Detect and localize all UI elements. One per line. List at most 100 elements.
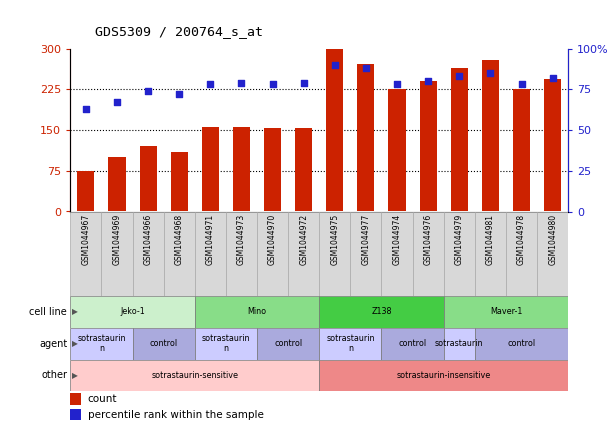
Text: GSM1044972: GSM1044972 (299, 214, 308, 265)
Bar (170, 152, 188, 212)
Bar (320, 360, 568, 391)
Point (299, 80, 309, 86)
Bar (320, 212, 350, 296)
Text: control: control (508, 339, 536, 348)
Bar (482, 60, 499, 212)
Bar (475, 328, 568, 360)
Bar (320, 296, 444, 328)
Bar (70, 212, 101, 296)
Text: GSM1044976: GSM1044976 (423, 214, 433, 265)
Text: GDS5309 / 200764_s_at: GDS5309 / 200764_s_at (95, 25, 263, 38)
Bar (295, 129, 312, 212)
Point (361, 65, 371, 71)
Bar (233, 127, 250, 212)
Text: Jeko-1: Jeko-1 (120, 308, 145, 316)
Point (486, 70, 496, 77)
Bar (264, 129, 281, 212)
Bar (101, 212, 133, 296)
Bar (139, 146, 156, 212)
Bar (420, 81, 437, 212)
Bar (381, 328, 444, 360)
Bar (451, 68, 468, 212)
Bar (226, 212, 257, 296)
Point (423, 78, 433, 85)
Text: sotrastaurin: sotrastaurin (435, 339, 483, 348)
Text: sotrastaurin-sensitive: sotrastaurin-sensitive (152, 371, 238, 380)
Bar (70, 409, 81, 420)
Bar (444, 296, 568, 328)
Point (548, 74, 558, 81)
Text: control: control (274, 339, 302, 348)
Text: ▶: ▶ (72, 339, 78, 348)
Text: agent: agent (39, 339, 67, 349)
Point (205, 81, 215, 88)
Text: GSM1044967: GSM1044967 (81, 214, 90, 265)
Bar (537, 212, 568, 296)
Bar (195, 296, 320, 328)
Text: control: control (398, 339, 426, 348)
Point (268, 81, 277, 88)
Text: GSM1044981: GSM1044981 (486, 214, 495, 265)
Bar (195, 212, 226, 296)
Text: control: control (150, 339, 178, 348)
Point (330, 62, 340, 69)
Text: count: count (88, 394, 117, 404)
Bar (133, 328, 195, 360)
Text: Mino: Mino (247, 308, 266, 316)
Bar (70, 393, 81, 404)
Text: GSM1044979: GSM1044979 (455, 214, 464, 265)
Bar (513, 89, 530, 212)
Bar (133, 212, 164, 296)
Bar (381, 212, 412, 296)
Bar (506, 212, 537, 296)
Bar (77, 171, 94, 212)
Text: ▶: ▶ (72, 308, 78, 316)
Text: sotrastaurin-insensitive: sotrastaurin-insensitive (397, 371, 491, 380)
Text: sotrastaurin
n: sotrastaurin n (202, 334, 250, 353)
Text: GSM1044968: GSM1044968 (175, 214, 184, 265)
Point (455, 73, 464, 80)
Text: GSM1044980: GSM1044980 (548, 214, 557, 265)
Bar (444, 212, 475, 296)
Text: Maver-1: Maver-1 (490, 308, 522, 316)
Bar (475, 212, 506, 296)
Point (517, 81, 527, 88)
Bar (108, 157, 125, 212)
Text: sotrastaurin
n: sotrastaurin n (77, 334, 126, 353)
Text: GSM1044970: GSM1044970 (268, 214, 277, 265)
Text: ▶: ▶ (72, 371, 78, 380)
Text: GSM1044977: GSM1044977 (362, 214, 370, 265)
Bar (257, 328, 320, 360)
Text: GSM1044974: GSM1044974 (392, 214, 401, 265)
Text: GSM1044971: GSM1044971 (206, 214, 215, 265)
Text: GSM1044969: GSM1044969 (112, 214, 122, 265)
Text: sotrastaurin
n: sotrastaurin n (326, 334, 375, 353)
Bar (70, 360, 320, 391)
Bar (389, 89, 406, 212)
Point (81, 105, 90, 112)
Point (174, 91, 184, 98)
Text: GSM1044978: GSM1044978 (517, 214, 526, 265)
Text: GSM1044973: GSM1044973 (237, 214, 246, 265)
Bar (412, 212, 444, 296)
Bar (288, 212, 320, 296)
Point (236, 80, 246, 86)
Text: percentile rank within the sample: percentile rank within the sample (88, 410, 263, 420)
Bar (202, 127, 219, 212)
Text: other: other (41, 371, 67, 380)
Bar (444, 328, 475, 360)
Bar (195, 328, 257, 360)
Bar (544, 79, 562, 212)
Text: cell line: cell line (29, 307, 67, 317)
Bar (350, 212, 381, 296)
Bar (164, 212, 195, 296)
Bar (257, 212, 288, 296)
Bar (326, 49, 343, 212)
Bar (320, 328, 381, 360)
Point (143, 88, 153, 94)
Text: GSM1044966: GSM1044966 (144, 214, 153, 265)
Text: Z138: Z138 (371, 308, 392, 316)
Point (392, 81, 402, 88)
Point (112, 99, 122, 106)
Bar (70, 328, 133, 360)
